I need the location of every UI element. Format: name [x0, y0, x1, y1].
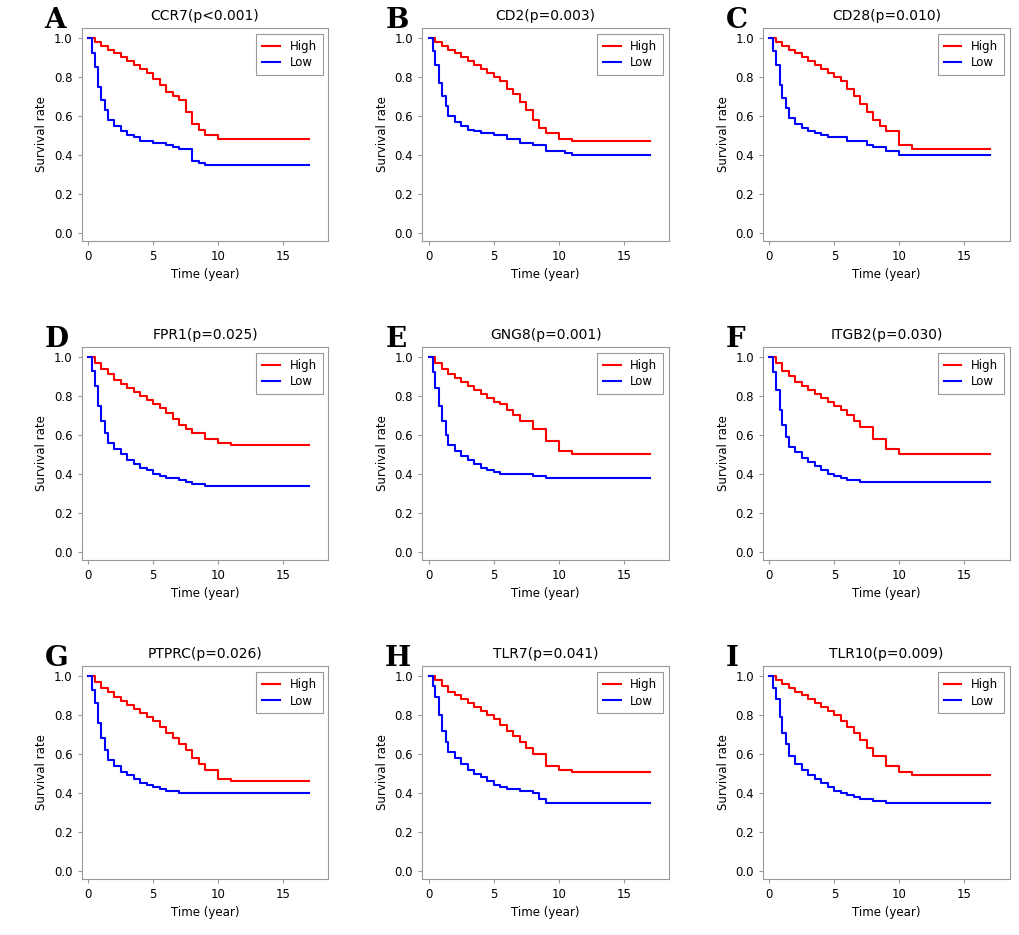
Title: FPR1(p=0.025): FPR1(p=0.025)	[152, 328, 258, 342]
Legend: High, Low: High, Low	[596, 34, 662, 76]
X-axis label: Time (year): Time (year)	[851, 268, 920, 281]
Title: CD28(p=0.010): CD28(p=0.010)	[832, 8, 940, 22]
Y-axis label: Survival rate: Survival rate	[376, 735, 388, 811]
Text: C: C	[726, 7, 747, 34]
Y-axis label: Survival rate: Survival rate	[36, 735, 48, 811]
X-axis label: Time (year): Time (year)	[851, 907, 920, 919]
Legend: High, Low: High, Low	[256, 34, 322, 76]
X-axis label: Time (year): Time (year)	[170, 268, 239, 281]
Title: ITGB2(p=0.030): ITGB2(p=0.030)	[829, 328, 942, 342]
Y-axis label: Survival rate: Survival rate	[716, 96, 729, 172]
Text: H: H	[385, 645, 411, 672]
Text: A: A	[45, 7, 66, 34]
Y-axis label: Survival rate: Survival rate	[376, 96, 388, 172]
Legend: High, Low: High, Low	[596, 672, 662, 713]
Y-axis label: Survival rate: Survival rate	[36, 96, 48, 172]
Y-axis label: Survival rate: Survival rate	[716, 735, 729, 811]
X-axis label: Time (year): Time (year)	[851, 587, 920, 600]
Y-axis label: Survival rate: Survival rate	[376, 415, 388, 492]
Legend: High, Low: High, Low	[256, 353, 322, 395]
Legend: High, Low: High, Low	[596, 353, 662, 395]
X-axis label: Time (year): Time (year)	[511, 907, 580, 919]
Title: CCR7(p<0.001): CCR7(p<0.001)	[151, 8, 259, 22]
X-axis label: Time (year): Time (year)	[170, 907, 239, 919]
Legend: High, Low: High, Low	[936, 353, 1003, 395]
Title: TLR7(p=0.041): TLR7(p=0.041)	[492, 647, 598, 661]
Title: TLR10(p=0.009): TLR10(p=0.009)	[828, 647, 943, 661]
X-axis label: Time (year): Time (year)	[170, 587, 239, 600]
Title: PTPRC(p=0.026): PTPRC(p=0.026)	[148, 647, 262, 661]
X-axis label: Time (year): Time (year)	[511, 587, 580, 600]
Text: I: I	[726, 645, 738, 672]
Title: CD2(p=0.003): CD2(p=0.003)	[495, 8, 595, 22]
Y-axis label: Survival rate: Survival rate	[716, 415, 729, 492]
Y-axis label: Survival rate: Survival rate	[36, 415, 48, 492]
Title: GNG8(p=0.001): GNG8(p=0.001)	[489, 328, 601, 342]
Text: F: F	[726, 325, 745, 352]
Text: D: D	[45, 325, 68, 352]
Text: B: B	[385, 7, 409, 34]
Legend: High, Low: High, Low	[256, 672, 322, 713]
X-axis label: Time (year): Time (year)	[511, 268, 580, 281]
Legend: High, Low: High, Low	[936, 34, 1003, 76]
Legend: High, Low: High, Low	[936, 672, 1003, 713]
Text: G: G	[45, 645, 68, 672]
Text: E: E	[385, 325, 406, 352]
